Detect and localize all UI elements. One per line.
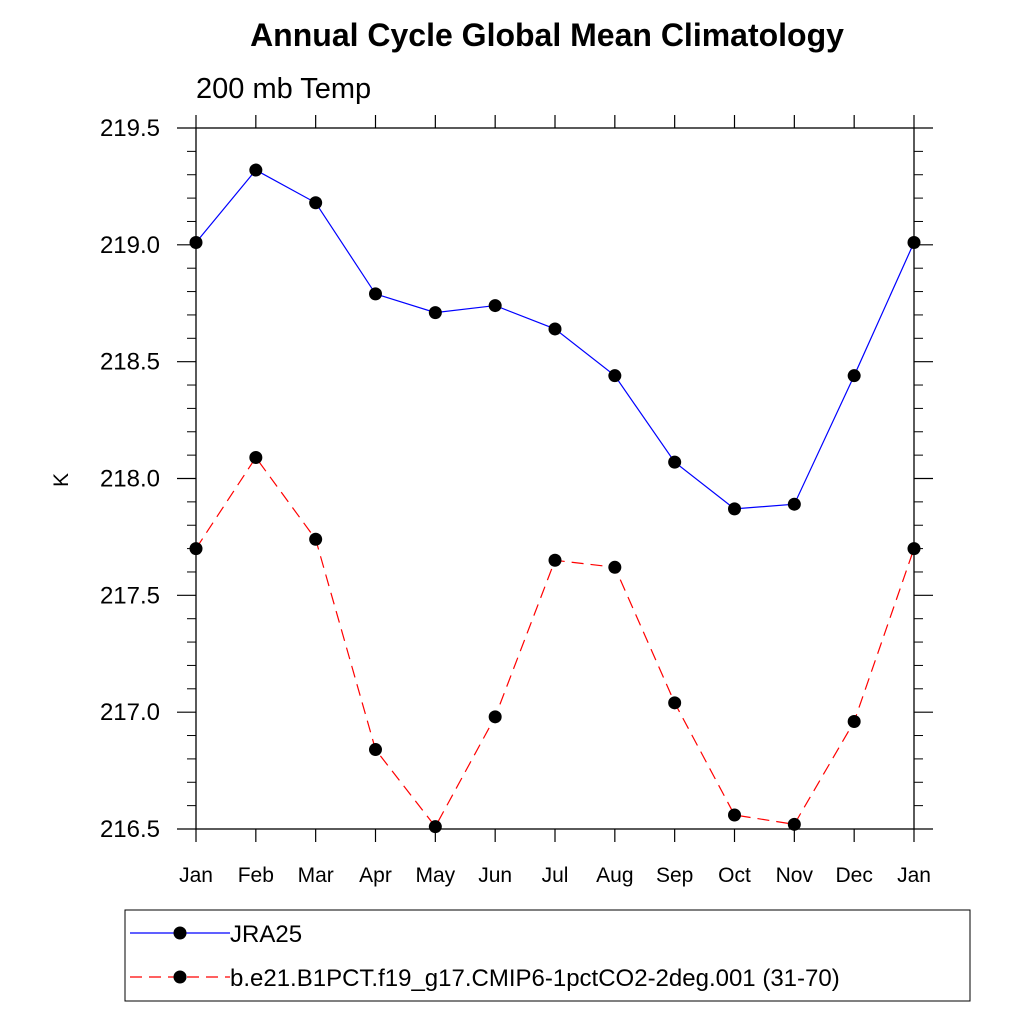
legend: JRA25 b.e21.B1PCT.f19_g17.CMIP6-1pctCO2-… — [124, 909, 971, 1002]
y-tick-label: 217.0 — [100, 699, 160, 726]
x-tick-label: Jul — [542, 864, 569, 887]
legend-jra25-label: JRA25 — [230, 921, 302, 948]
y-tick-label: 219.5 — [100, 115, 160, 142]
x-tick-label: Jan — [897, 864, 931, 887]
data-point-model — [548, 553, 562, 567]
legend-jra25-marker — [173, 926, 187, 940]
data-point-model — [787, 817, 801, 831]
x-tick-label: Nov — [776, 864, 814, 887]
data-point-jra25 — [249, 163, 263, 177]
x-tick-label: Jan — [179, 864, 213, 887]
data-point-jra25 — [428, 306, 442, 320]
series-layer — [189, 163, 921, 834]
minor-ticks — [187, 150, 923, 807]
x-tick-label: Dec — [835, 864, 872, 887]
data-point-model — [668, 696, 682, 710]
chart-subtitle: 200 mb Temp — [196, 73, 371, 105]
data-point-jra25 — [907, 235, 921, 249]
x-tick-label: Mar — [298, 864, 334, 887]
data-point-jra25 — [369, 287, 382, 301]
data-point-model — [249, 450, 263, 464]
y-tick-label: 218.5 — [100, 349, 160, 376]
x-tick-label: Sep — [656, 864, 693, 887]
y-tick-label: 218.0 — [100, 466, 160, 493]
data-point-jra25 — [488, 299, 502, 313]
y-axis-label: K — [50, 473, 73, 487]
data-point-model — [189, 542, 203, 556]
legend-box — [124, 909, 971, 1002]
data-point-jra25 — [309, 196, 323, 210]
y-tick-labels: 216.5 217.0 217.5 218.0 218.5 219.0 219.5 — [100, 115, 160, 843]
legend-model-marker — [173, 970, 187, 984]
data-point-model — [608, 560, 622, 574]
y-tick-label: 217.5 — [100, 582, 160, 609]
data-point-jra25 — [608, 369, 622, 383]
major-ticks — [177, 115, 933, 842]
y-tick-label: 216.5 — [100, 816, 160, 843]
x-tick-label: Apr — [359, 864, 392, 887]
data-point-model — [428, 820, 442, 834]
data-point-jra25 — [787, 497, 801, 511]
data-point-model — [728, 808, 741, 822]
data-point-jra25 — [189, 235, 203, 249]
data-point-model — [847, 715, 861, 729]
series-line-jra25 — [195, 169, 915, 510]
data-point-jra25 — [668, 455, 682, 469]
series-line-model — [195, 456, 915, 828]
x-tick-label: Aug — [596, 864, 633, 887]
x-tick-label: Jun — [478, 864, 512, 887]
x-tick-labels: Jan Feb Mar Apr May Jun Jul Aug Sep Oct Nov Dec Jan — [179, 864, 931, 887]
data-point-jra25 — [728, 502, 741, 516]
data-point-model — [488, 710, 502, 724]
data-point-model — [309, 532, 323, 546]
data-point-jra25 — [847, 369, 861, 383]
x-tick-label: Oct — [718, 864, 751, 887]
legend-model-label: b.e21.B1PCT.f19_g17.CMIP6-1pctCO2-2deg.0… — [230, 965, 840, 992]
chart-title: Annual Cycle Global Mean Climatology — [250, 17, 844, 53]
data-point-model — [907, 542, 921, 556]
data-point-jra25 — [548, 322, 562, 336]
x-tick-label: Feb — [238, 864, 274, 887]
data-point-model — [369, 743, 382, 757]
x-tick-label: May — [415, 864, 455, 887]
y-tick-label: 219.0 — [100, 232, 160, 259]
